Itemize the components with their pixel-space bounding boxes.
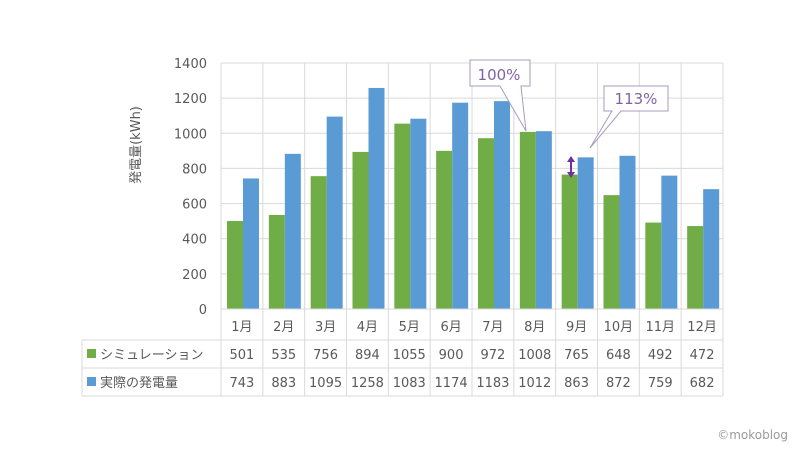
- bar-actual: [243, 178, 259, 309]
- data-table-cell: 501: [230, 348, 255, 363]
- data-table-cell: 1012: [518, 376, 551, 391]
- data-table-cell: 756: [313, 348, 338, 363]
- bar-actual: [284, 153, 301, 309]
- data-table-cell: 1055: [393, 348, 426, 363]
- bar-simulation: [478, 138, 494, 309]
- x-tick-label: 10月: [604, 320, 634, 335]
- bar-actual: [368, 87, 385, 309]
- y-tick-label: 0: [199, 303, 207, 318]
- data-table-cell: 1095: [309, 376, 342, 391]
- x-tick-label: 6月: [440, 320, 461, 335]
- callout-box: [589, 85, 669, 149]
- data-table-cell: 743: [230, 376, 255, 391]
- callout-label: 113%: [615, 90, 658, 108]
- data-table-cell: 648: [606, 348, 631, 363]
- legend-label: 実際の発電量: [100, 375, 178, 391]
- bar-actual: [535, 131, 552, 309]
- y-tick-label: 1000: [174, 127, 207, 142]
- bar-simulation: [352, 151, 369, 309]
- data-table-cell: 759: [648, 376, 673, 391]
- data-table-cell: 472: [690, 348, 715, 363]
- y-axis-title: 発電量(kWh): [129, 106, 144, 184]
- data-table-cell: 883: [271, 376, 296, 391]
- bar-actual: [619, 155, 636, 309]
- bar-simulation: [310, 176, 327, 309]
- x-tick-label: 11月: [645, 320, 675, 335]
- data-table-cell: 1183: [476, 376, 509, 391]
- x-tick-label: 8月: [524, 320, 545, 335]
- bar-simulation: [394, 123, 411, 309]
- y-tick-label: 800: [182, 162, 207, 177]
- data-table-cell: 1174: [435, 376, 468, 391]
- data-table-cell: 682: [690, 376, 715, 391]
- x-tick-label: 1月: [231, 320, 252, 335]
- legend-swatch: [87, 349, 96, 358]
- x-tick-label: 12月: [687, 320, 717, 335]
- y-tick-label: 400: [182, 233, 207, 248]
- difference-arrowheads: [567, 156, 575, 178]
- bar-actual: [326, 116, 343, 309]
- x-tick-label: 9月: [566, 320, 587, 335]
- bar-simulation: [687, 226, 704, 309]
- data-table-cell: 1083: [393, 376, 426, 391]
- legend-swatch: [87, 377, 96, 386]
- y-tick-label: 600: [182, 198, 207, 213]
- bar-actual: [452, 102, 469, 309]
- data-table-cell: 765: [564, 348, 589, 363]
- bar-actual: [703, 189, 720, 309]
- bar-actual: [494, 101, 510, 309]
- bar-simulation: [227, 220, 243, 309]
- data-table-cell: 535: [271, 348, 296, 363]
- data-table-cell: 972: [481, 348, 506, 363]
- bar-simulation: [268, 214, 285, 309]
- y-tick-label: 1400: [174, 57, 207, 72]
- x-tick-label: 3月: [315, 320, 336, 335]
- x-tick-label: 5月: [399, 320, 420, 335]
- bar-actual: [410, 118, 427, 309]
- y-tick-label: 200: [182, 268, 207, 283]
- x-tick-label: 4月: [357, 320, 378, 335]
- callout-box: [469, 59, 531, 132]
- x-tick-label: 2月: [273, 320, 294, 335]
- data-table-cell: 894: [355, 348, 380, 363]
- bar-actual: [661, 175, 678, 309]
- bar-simulation: [436, 150, 453, 309]
- bar-simulation: [561, 174, 578, 309]
- data-table-cell: 863: [564, 376, 589, 391]
- data-table-cell: 900: [439, 348, 464, 363]
- legend-label: シミュレーション: [100, 348, 203, 363]
- bar-simulation: [645, 222, 662, 309]
- data-table-cell: 492: [648, 348, 673, 363]
- callout-label: 100%: [478, 66, 521, 84]
- data-table-cell: 872: [606, 376, 631, 391]
- x-tick-label: 7月: [482, 320, 503, 335]
- bar-actual: [577, 157, 594, 309]
- bar-simulation: [519, 131, 536, 309]
- y-tick-label: 1200: [174, 92, 207, 107]
- data-table-cell: 1008: [518, 348, 551, 363]
- data-table-cell: 1258: [351, 376, 384, 391]
- watermark: ©mokoblog: [717, 428, 788, 442]
- bar-simulation: [603, 195, 620, 309]
